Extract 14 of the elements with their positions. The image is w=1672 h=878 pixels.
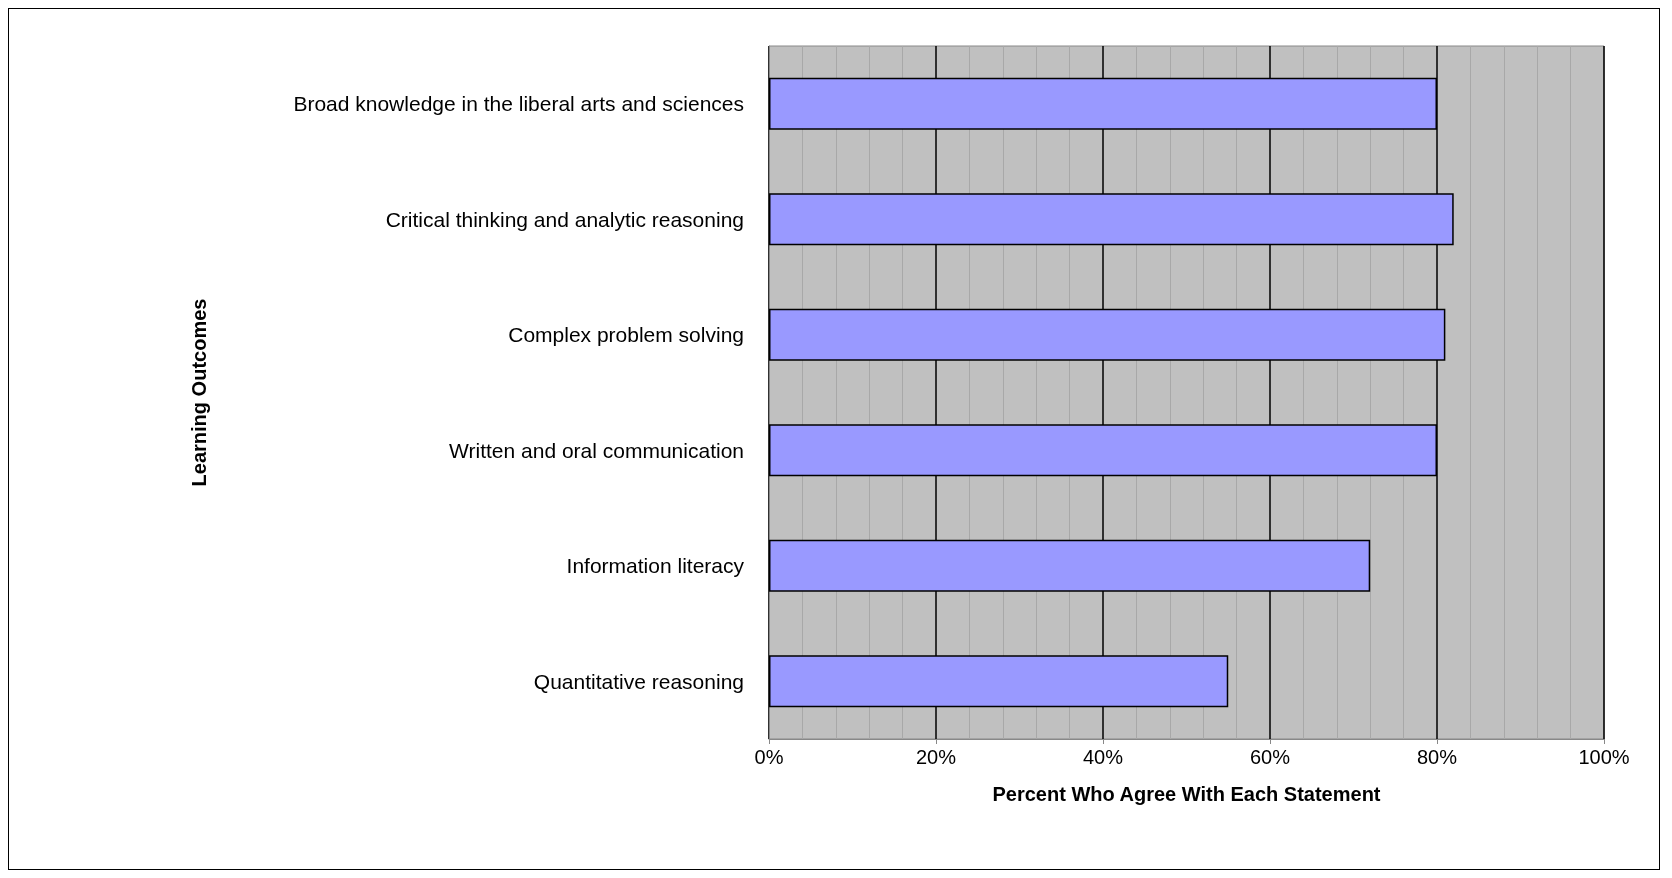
y-tick-label: Critical thinking and analytic reasoning: [385, 207, 744, 231]
x-tick-label: 80%: [1416, 746, 1458, 768]
y-tick-label: Complex problem solving: [508, 323, 744, 347]
x-tick-label: 60%: [1249, 746, 1291, 768]
x-axis-title: Percent Who Agree With Each Statement: [992, 783, 1381, 805]
x-tick-label: 0%: [754, 746, 784, 768]
x-tick-label: 100%: [1578, 746, 1630, 768]
y-tick-label: Written and oral communication: [449, 438, 744, 462]
y-tick-label: Quantitative reasoning: [533, 669, 744, 693]
x-tick-label: 40%: [1082, 746, 1124, 768]
y-axis-title: Learning Outcomes: [188, 298, 210, 487]
y-tick-label: Broad knowledge in the liberal arts and sciences: [293, 92, 744, 116]
y-tick-label: Information literacy: [566, 554, 745, 578]
x-tick-label: 20%: [915, 746, 957, 768]
